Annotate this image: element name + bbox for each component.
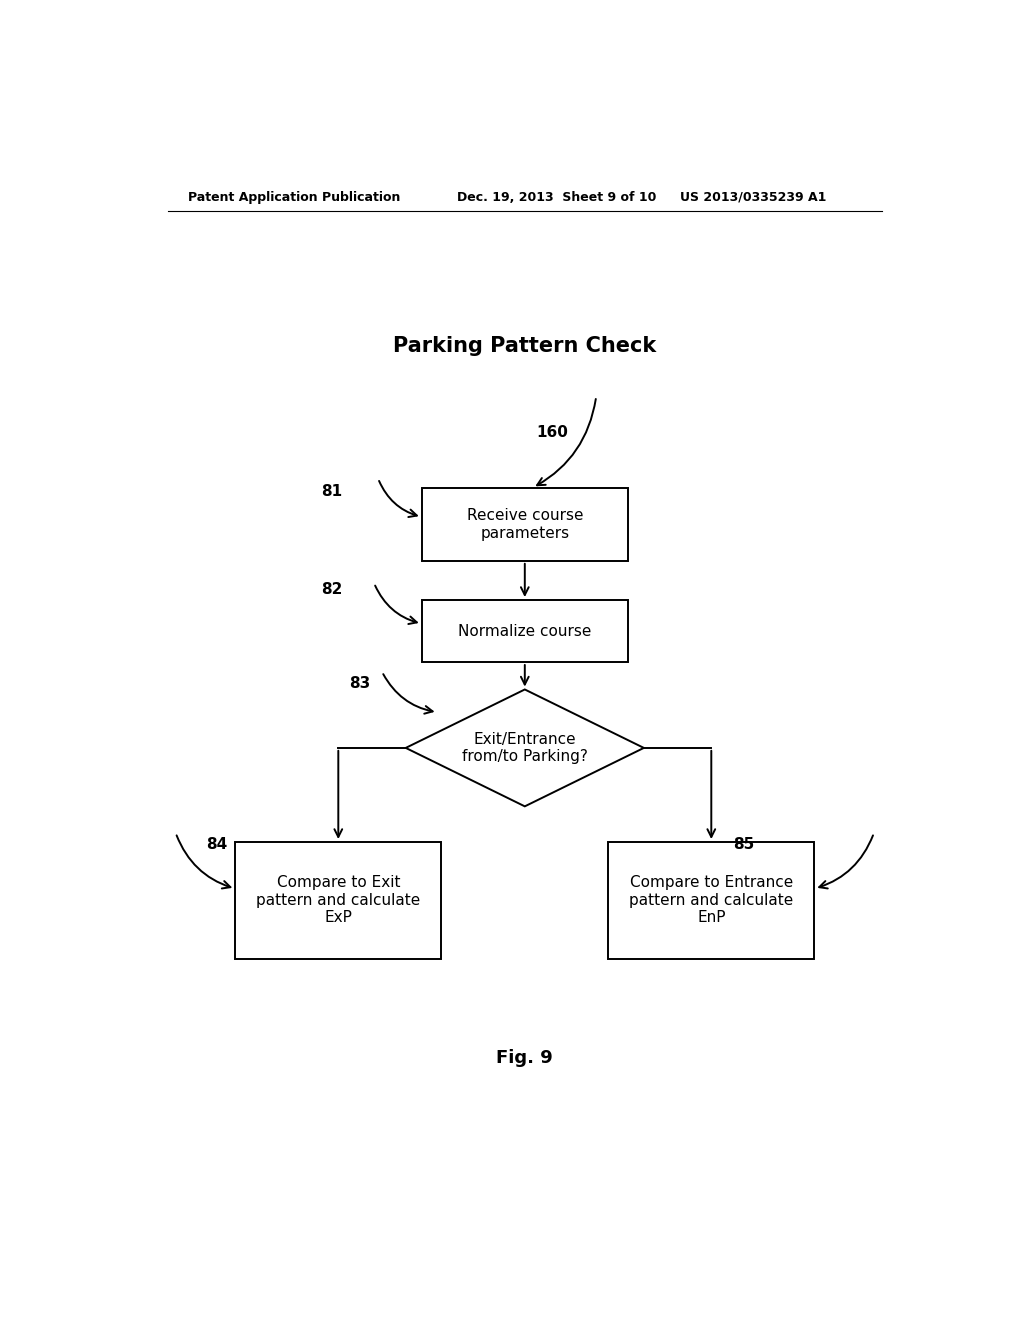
Text: Compare to Exit
pattern and calculate
ExP: Compare to Exit pattern and calculate Ex…: [256, 875, 421, 925]
Text: Exit/Entrance
from/to Parking?: Exit/Entrance from/to Parking?: [462, 731, 588, 764]
Text: 83: 83: [349, 676, 370, 692]
Text: US 2013/0335239 A1: US 2013/0335239 A1: [680, 190, 826, 203]
Text: 160: 160: [537, 425, 568, 441]
Text: Fig. 9: Fig. 9: [497, 1049, 553, 1067]
FancyBboxPatch shape: [236, 842, 441, 958]
Text: Receive course
parameters: Receive course parameters: [467, 508, 583, 540]
Text: 85: 85: [733, 837, 754, 851]
Text: 81: 81: [322, 484, 342, 499]
FancyBboxPatch shape: [422, 599, 628, 663]
Text: 84: 84: [206, 837, 227, 851]
Polygon shape: [406, 689, 644, 807]
Text: Patent Application Publication: Patent Application Publication: [187, 190, 400, 203]
FancyBboxPatch shape: [608, 842, 814, 958]
FancyBboxPatch shape: [422, 487, 628, 561]
Text: Parking Pattern Check: Parking Pattern Check: [393, 337, 656, 356]
Text: Compare to Entrance
pattern and calculate
EnP: Compare to Entrance pattern and calculat…: [629, 875, 794, 925]
Text: Normalize course: Normalize course: [458, 623, 592, 639]
Text: 82: 82: [321, 582, 342, 597]
Text: Dec. 19, 2013  Sheet 9 of 10: Dec. 19, 2013 Sheet 9 of 10: [458, 190, 656, 203]
